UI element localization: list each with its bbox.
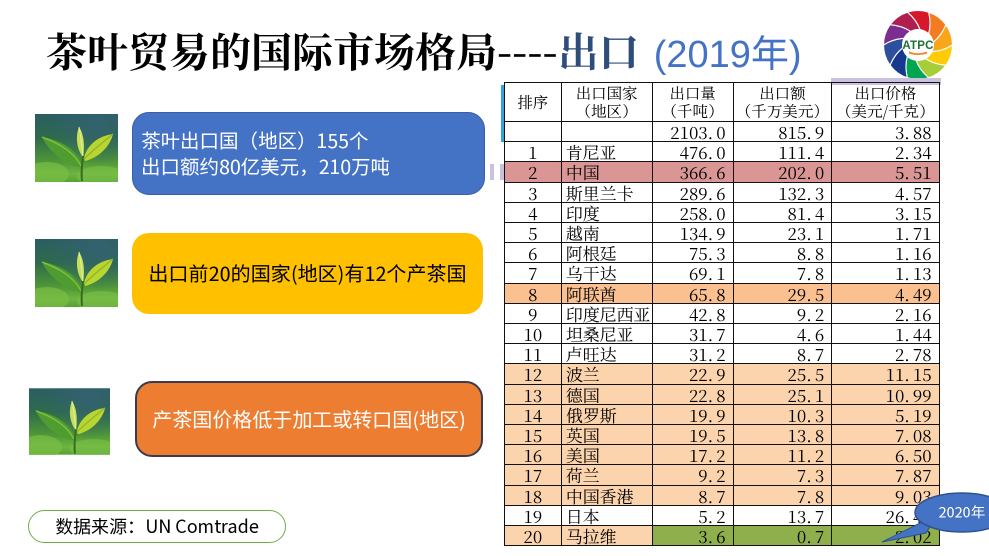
svg-text:ATPC: ATPC bbox=[902, 40, 933, 52]
svg-text:2020年: 2020年 bbox=[939, 502, 986, 523]
